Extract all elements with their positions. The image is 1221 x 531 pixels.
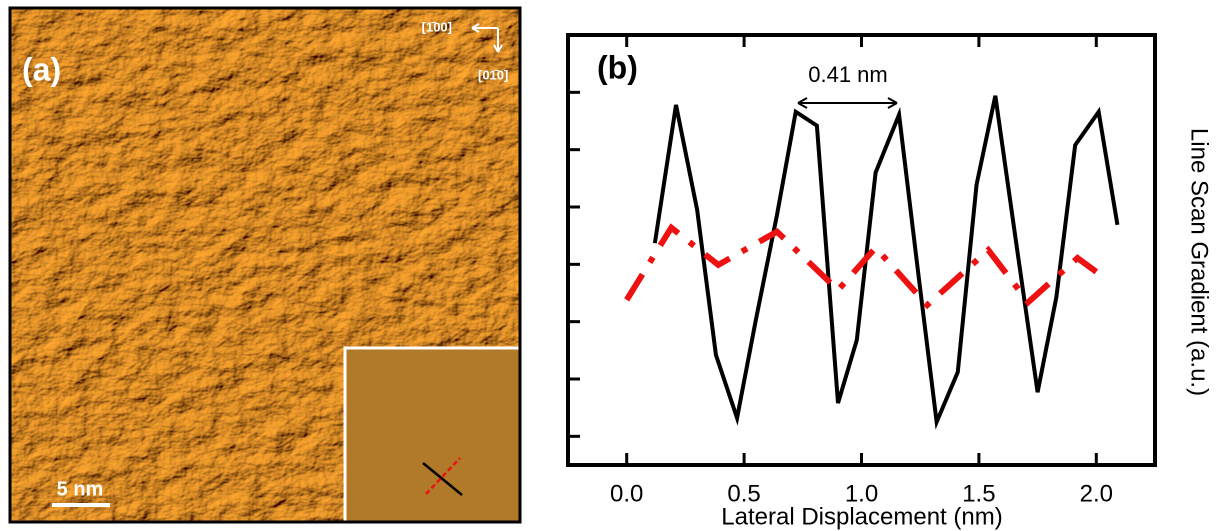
- plot-frame: [566, 33, 1157, 467]
- panel-label: (b): [597, 49, 638, 85]
- direction-label: [1̄00]: [422, 19, 452, 34]
- inset-line: [422, 462, 463, 496]
- direction-label: [01̄0]: [478, 67, 508, 82]
- image-border: [8, 6, 522, 524]
- inset-line: [425, 457, 461, 495]
- scale-bar-label: 5 nm: [57, 478, 104, 500]
- direction-arrows: [471, 23, 503, 53]
- x-tick-label: 2.0: [1080, 480, 1113, 507]
- x-axis-label: Lateral Displacement (nm): [721, 503, 1002, 530]
- annotation-arrow: [797, 97, 898, 109]
- x-tick-label: 0.5: [727, 480, 760, 507]
- x-tick-label: 1.5: [962, 480, 995, 507]
- data-line: [624, 223, 1099, 310]
- data-line: [652, 95, 1120, 430]
- y-axis-label: Line Scan Gradient (a.u.): [1186, 128, 1213, 396]
- panel-a: (a) [1̄00] [01̄0] 5 nm: [8, 6, 522, 524]
- panel-b: (b) 0.41 nm Lateral Displacement (nm) Li…: [566, 33, 1213, 530]
- x-tick-label: 1.0: [845, 480, 878, 507]
- x-tick-label: 0.0: [610, 480, 643, 507]
- inset: [343, 346, 522, 524]
- panel-label: (a): [22, 51, 61, 87]
- annotation: 0.41 nm: [808, 62, 888, 87]
